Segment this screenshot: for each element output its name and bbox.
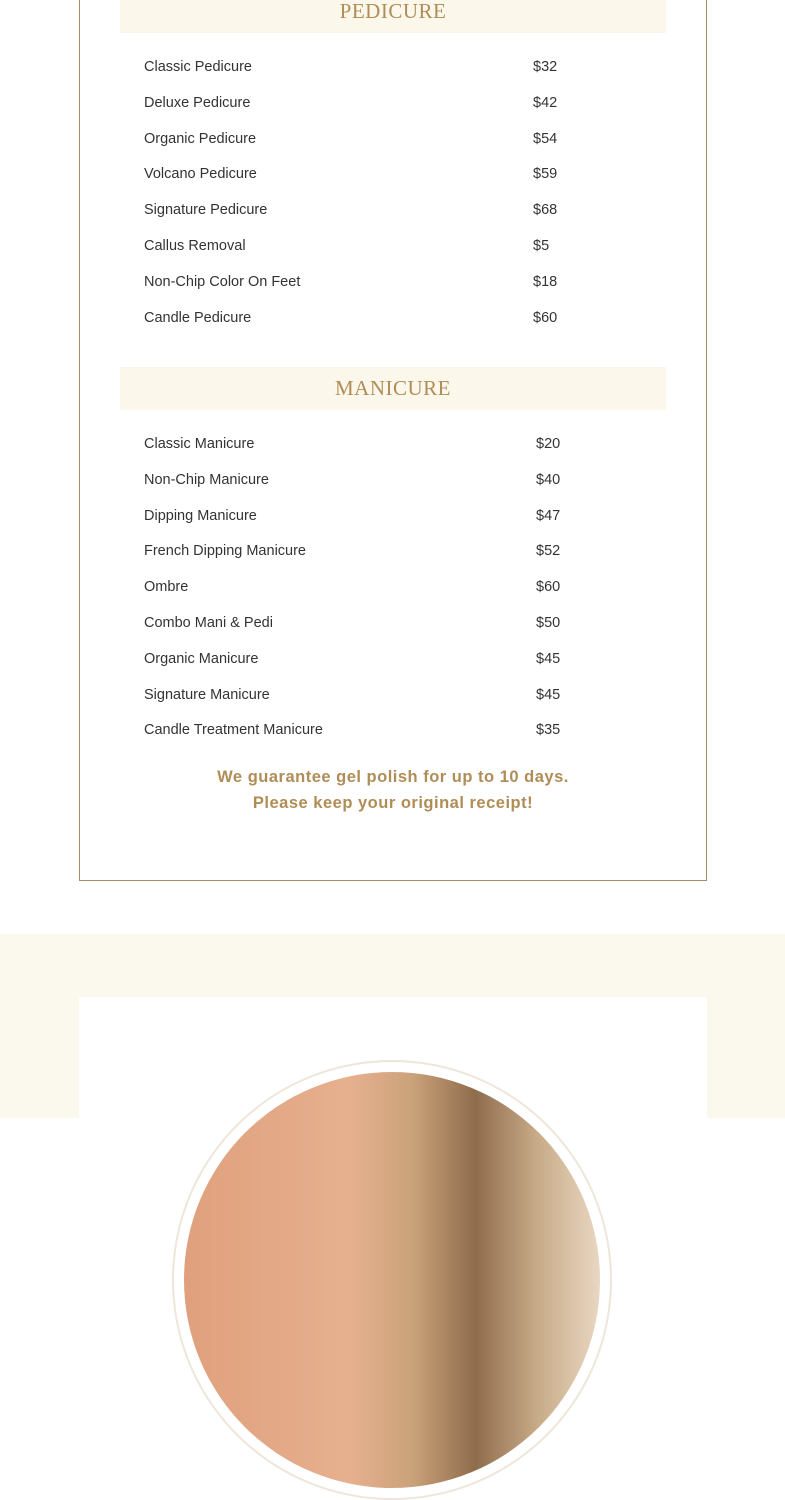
menu-item: Candle Treatment Manicure $35: [144, 720, 584, 740]
menu-item: Callus Removal $5: [144, 236, 584, 256]
item-price: $45: [536, 650, 561, 667]
item-name: Candle Treatment Manicure: [144, 722, 323, 739]
item-name: French Dipping Manicure: [144, 543, 306, 560]
menu-item: Combo Mani & Pedi $50: [144, 613, 584, 633]
guarantee-note: We guarantee gel polish for up to 10 day…: [79, 764, 707, 816]
item-name: Organic Manicure: [144, 650, 259, 667]
item-price: $35: [536, 722, 561, 739]
menu-item: Classic Pedicure $32: [144, 57, 584, 77]
item-name: Organic Pedicure: [144, 130, 257, 147]
menu-item: Ombre $60: [144, 577, 584, 597]
menu-item: Organic Pedicure $54: [144, 129, 584, 149]
item-name: Non-Chip Color On Feet: [144, 273, 301, 290]
item-price: $18: [533, 273, 558, 290]
pedicure-header: PEDICURE: [120, 0, 666, 33]
item-name: Signature Pedicure: [144, 202, 268, 219]
menu-item: Dipping Manicure $47: [144, 506, 584, 526]
menu-item: Non-Chip Manicure $40: [144, 470, 584, 490]
item-price: $32: [533, 59, 558, 75]
item-price: $50: [536, 615, 561, 631]
manicure-header: MANICURE: [120, 367, 666, 410]
menu-item: Non-Chip Color On Feet $18: [144, 272, 584, 292]
item-price: $68: [533, 202, 558, 219]
item-name: Callus Removal: [144, 238, 246, 254]
item-price: $45: [536, 686, 561, 703]
item-name: Classic Pedicure: [144, 59, 252, 75]
item-price: $60: [536, 579, 561, 596]
item-name: Combo Mani & Pedi: [144, 615, 273, 631]
menu-item: Classic Manicure $20: [144, 434, 584, 454]
item-price: $40: [536, 471, 561, 488]
item-name: Ombre: [144, 579, 189, 596]
note-line-2: Please keep your original receipt!: [252, 794, 534, 812]
item-price: $20: [536, 436, 561, 452]
menu-item: Candle Pedicure $60: [144, 308, 584, 328]
item-name: Dipping Manicure: [144, 507, 257, 524]
item-name: Signature Manicure: [144, 686, 270, 703]
menu-item: French Dipping Manicure $52: [144, 541, 584, 561]
portrait-photo: [184, 1072, 600, 1488]
menu-item: Signature Manicure $45: [144, 685, 584, 705]
menu-item: Organic Manicure $45: [144, 649, 584, 669]
item-name: Classic Manicure: [144, 436, 255, 452]
item-price: $54: [533, 130, 558, 147]
item-price: $5: [533, 238, 550, 254]
menu-item: Deluxe Pedicure $42: [144, 93, 584, 113]
note-line-1: We guarantee gel polish for up to 10 day…: [217, 768, 569, 786]
item-price: $47: [536, 507, 561, 524]
item-name: Volcano Pedicure: [144, 166, 257, 183]
price-menu-card: [79, 0, 707, 881]
item-price: $59: [533, 166, 558, 183]
item-name: Non-Chip Manicure: [144, 471, 269, 488]
item-price: $52: [536, 543, 561, 560]
item-price: $60: [533, 309, 558, 326]
menu-item: Volcano Pedicure $59: [144, 164, 584, 184]
menu-item: Signature Pedicure $68: [144, 200, 584, 220]
item-name: Candle Pedicure: [144, 309, 252, 326]
item-price: $42: [533, 94, 558, 111]
item-name: Deluxe Pedicure: [144, 94, 251, 111]
